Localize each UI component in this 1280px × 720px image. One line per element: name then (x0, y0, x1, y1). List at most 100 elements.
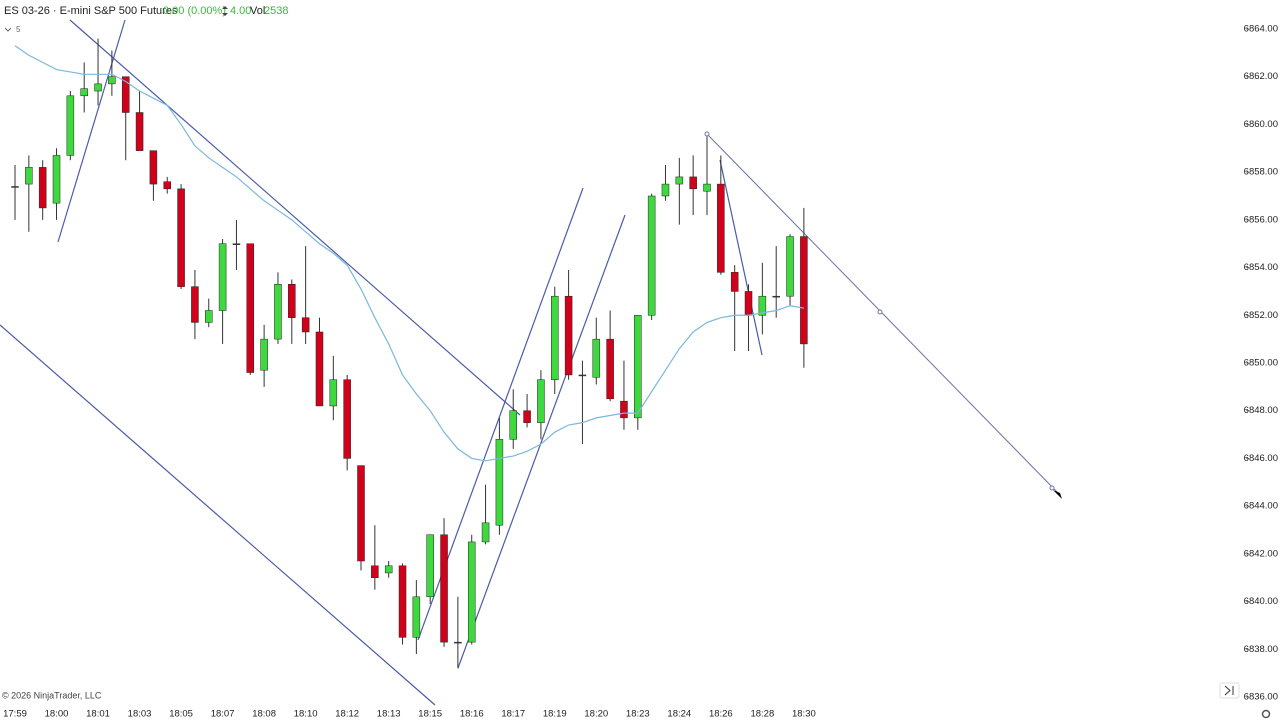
candle-body (606, 338, 614, 400)
trend-line (0, 324, 436, 706)
candle-body (384, 565, 393, 574)
chevron[interactable] (4, 27, 12, 32)
trend-line (69, 19, 521, 416)
y-tick-label: 6860.00 (1244, 119, 1278, 130)
candle-body (260, 338, 268, 371)
y-tick-label: 6858.00 (1244, 167, 1278, 178)
x-tick-label: 18:03 (128, 709, 152, 720)
x-tick-label: 18:01 (86, 709, 110, 720)
candle-body (551, 295, 559, 380)
anchor (704, 131, 710, 137)
x-tick-label: 18:30 (792, 709, 816, 720)
candle-body (371, 565, 379, 578)
candle-body (329, 379, 338, 407)
candle-body (357, 465, 365, 562)
candle-body (786, 236, 794, 297)
trend-line (719, 159, 763, 356)
copyright: © 2026 NinjaTrader, LLC (2, 690, 102, 700)
candle-body (537, 379, 545, 423)
y-tick-label: 6854.00 (1244, 262, 1278, 273)
candle-body (467, 541, 476, 643)
candle-body (592, 338, 601, 378)
symbol: ES 03-26 · E-mini S&P 500 Futures (4, 5, 178, 17)
candle-body (38, 167, 47, 209)
candle-body (647, 195, 656, 316)
x-tick-label: 18:05 (169, 709, 193, 720)
y-tick-label: 6838.00 (1244, 644, 1278, 655)
volume: 2538 (264, 5, 288, 17)
candle-body (343, 379, 351, 459)
x-tick-label: 18:23 (626, 709, 650, 720)
y-tick-label: 6864.00 (1244, 24, 1278, 35)
x-tick-label: 18:00 (45, 709, 69, 720)
x-tick-label: 18:13 (377, 709, 401, 720)
axes: 6836.00 6838.00 6840.00 6842.00 6844.00 6846.… (3, 24, 1278, 720)
trend-line (457, 214, 626, 669)
candle-body (412, 596, 421, 638)
candle-body (454, 641, 462, 644)
cursor (1053, 490, 1062, 499)
candle-body (163, 181, 171, 190)
x-tick-label: 18:08 (252, 709, 276, 720)
candle-body (495, 439, 504, 526)
candle-body (191, 286, 199, 323)
settings-icon[interactable] (1261, 709, 1271, 719)
x-tick-label: 17:59 (3, 709, 27, 720)
y-tick-label: 6852.00 (1244, 310, 1278, 321)
moving-average (14, 45, 804, 462)
candle-body (578, 374, 587, 377)
candle-body (11, 186, 19, 188)
candle-body (564, 295, 573, 376)
candle-body (274, 284, 282, 340)
candle-body (800, 236, 808, 345)
candle-body (66, 95, 75, 156)
candle-body (80, 88, 88, 97)
candle-body (232, 243, 241, 245)
x-tick-label: 18:16 (460, 709, 484, 720)
candle-body (675, 176, 684, 185)
candle-body (94, 83, 102, 92)
candle-body (481, 522, 490, 543)
candle-body (177, 188, 185, 287)
candle-body (703, 183, 711, 192)
x-tick-label: 18:26 (709, 709, 733, 720)
candle-body (717, 183, 725, 273)
y-tick-label: 6848.00 (1244, 405, 1278, 416)
plot (11, 38, 808, 669)
range-icon (222, 6, 228, 16)
candle-body (135, 112, 144, 151)
candle-body (730, 272, 739, 292)
y-tick-label: 6844.00 (1244, 501, 1278, 512)
candle-body (772, 295, 780, 298)
volume-label: Vol (250, 5, 265, 17)
candle-body (689, 176, 697, 190)
candle-body (398, 565, 407, 638)
candle-body (149, 150, 158, 185)
x-tick-label: 18:24 (667, 709, 691, 720)
interval[interactable]: 5 (16, 25, 21, 34)
candle-body (205, 310, 213, 323)
candle-body (440, 534, 448, 643)
candle-body (246, 243, 255, 373)
candle-body (218, 243, 227, 311)
trend-line (57, 19, 126, 243)
candle-body (509, 410, 517, 440)
y-tick-label: 6850.00 (1244, 358, 1278, 369)
y-tick-label: 6842.00 (1244, 548, 1278, 559)
candle-body (758, 295, 767, 316)
y-tick-label: 6856.00 (1244, 214, 1278, 225)
x-tick-label: 18:19 (543, 709, 567, 720)
y-tick-label: 6862.00 (1244, 71, 1278, 82)
x-tick-label: 18:15 (418, 709, 442, 720)
trend-lines (0, 19, 1062, 706)
x-tick-label: 18:28 (750, 709, 774, 720)
x-tick-label: 18:17 (501, 709, 525, 720)
candle-body (634, 315, 642, 419)
candle-body (288, 284, 296, 318)
candle-body (25, 167, 33, 185)
change: 0.00 (0.00%) (163, 5, 226, 17)
candle-body (301, 317, 310, 333)
x-tick-label: 18:07 (211, 709, 235, 720)
anchor (877, 309, 883, 315)
